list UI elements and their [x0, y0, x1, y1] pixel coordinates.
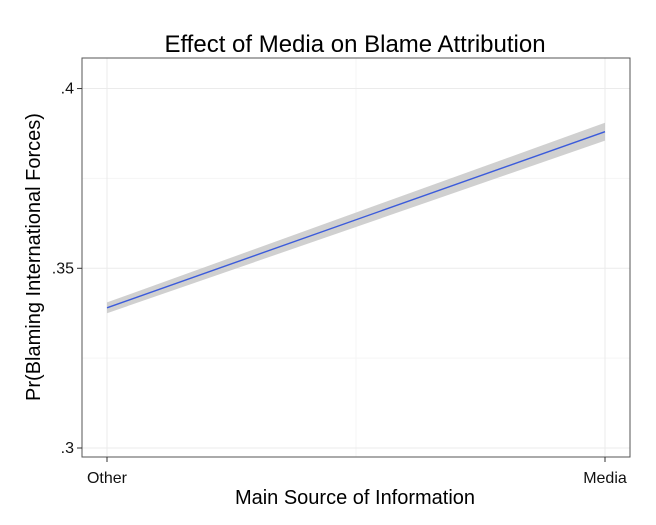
- plot-frame: [81, 57, 631, 458]
- plot-area: .3 .35 .4 Other Media: [52, 57, 631, 487]
- y-tick-label: .35: [52, 260, 74, 277]
- x-axis-title: Main Source of Information: [235, 487, 475, 509]
- series-line: [106, 131, 606, 309]
- y-tick-label: .3: [61, 440, 74, 457]
- confidence-band: [107, 122, 605, 314]
- x-tick-label: Media: [583, 470, 627, 487]
- chart-title: Effect of Media on Blame Attribution: [164, 31, 545, 58]
- y-axis-title: Pr(Blaming International Forces): [23, 113, 45, 401]
- y-tick-label: .4: [61, 81, 74, 98]
- x-tick-label: Other: [87, 470, 128, 487]
